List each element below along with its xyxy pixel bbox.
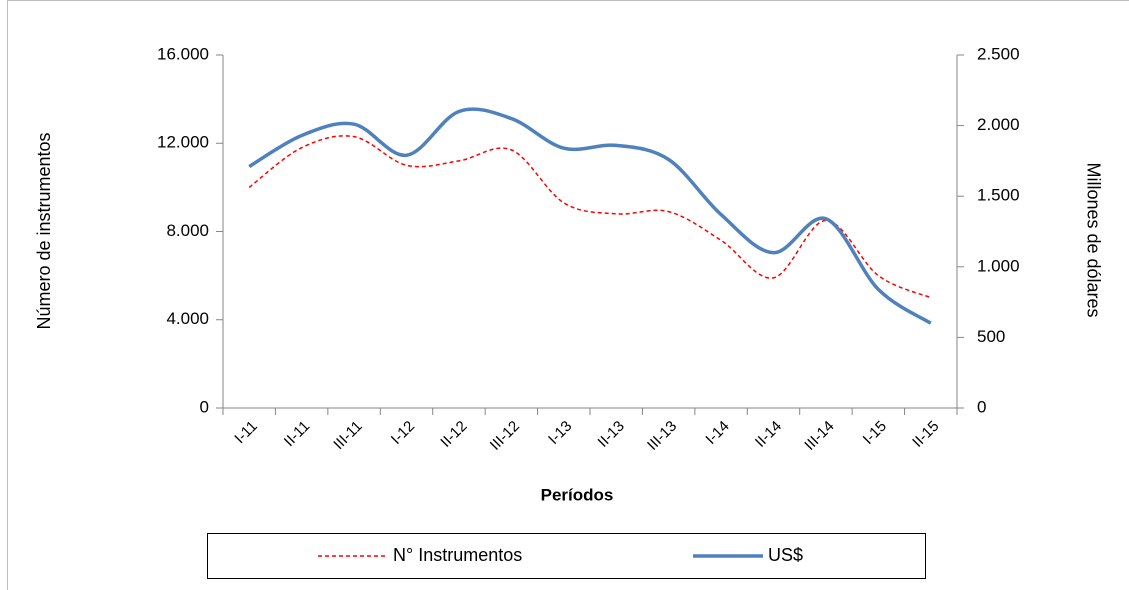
x-tick-label: II-11 [281,418,313,450]
y-tick-label: 16.000 [157,44,209,63]
y2-axis-title: Millones de dólares [1083,162,1103,317]
legend-label: US$ [768,545,803,565]
y-tick-label: 4.000 [166,309,209,328]
legend [207,533,926,579]
x-tick-label: II-12 [437,418,470,451]
x-tick-label: II-14 [752,418,785,451]
x-tick-label: I-13 [545,418,575,448]
x-axis-title: Períodos [541,485,614,504]
x-tick-label: III-12 [487,418,523,454]
series-line [248,107,932,325]
x-tick-label: III-14 [801,418,837,454]
y2-tick-label: 2.500 [977,44,1020,63]
y-tick-label: 0 [200,397,209,416]
y2-tick-label: 0 [977,397,986,416]
y-tick-label: 12.000 [157,133,209,152]
x-tick-label: III-13 [644,418,680,454]
x-tick-label: I-15 [860,418,890,448]
x-tick-label: II-15 [909,418,942,451]
x-tick-label: I-14 [702,418,732,448]
x-tick-label: III-11 [330,418,365,453]
x-tick-label: II-13 [595,418,628,451]
y2-tick-label: 2.000 [977,115,1020,134]
y2-tick-label: 1.500 [977,186,1020,205]
x-tick-label: I-12 [388,418,418,448]
chart-border [7,0,1129,590]
legend-label: N° Instrumentos [393,545,522,565]
y-axis-title: Número de instrumentos [34,132,54,329]
series-line [248,135,932,299]
y-tick-label: 8.000 [166,221,209,240]
y2-tick-label: 1.000 [977,256,1020,275]
x-tick-label: I-11 [231,418,261,448]
y2-tick-label: 500 [977,327,1005,346]
